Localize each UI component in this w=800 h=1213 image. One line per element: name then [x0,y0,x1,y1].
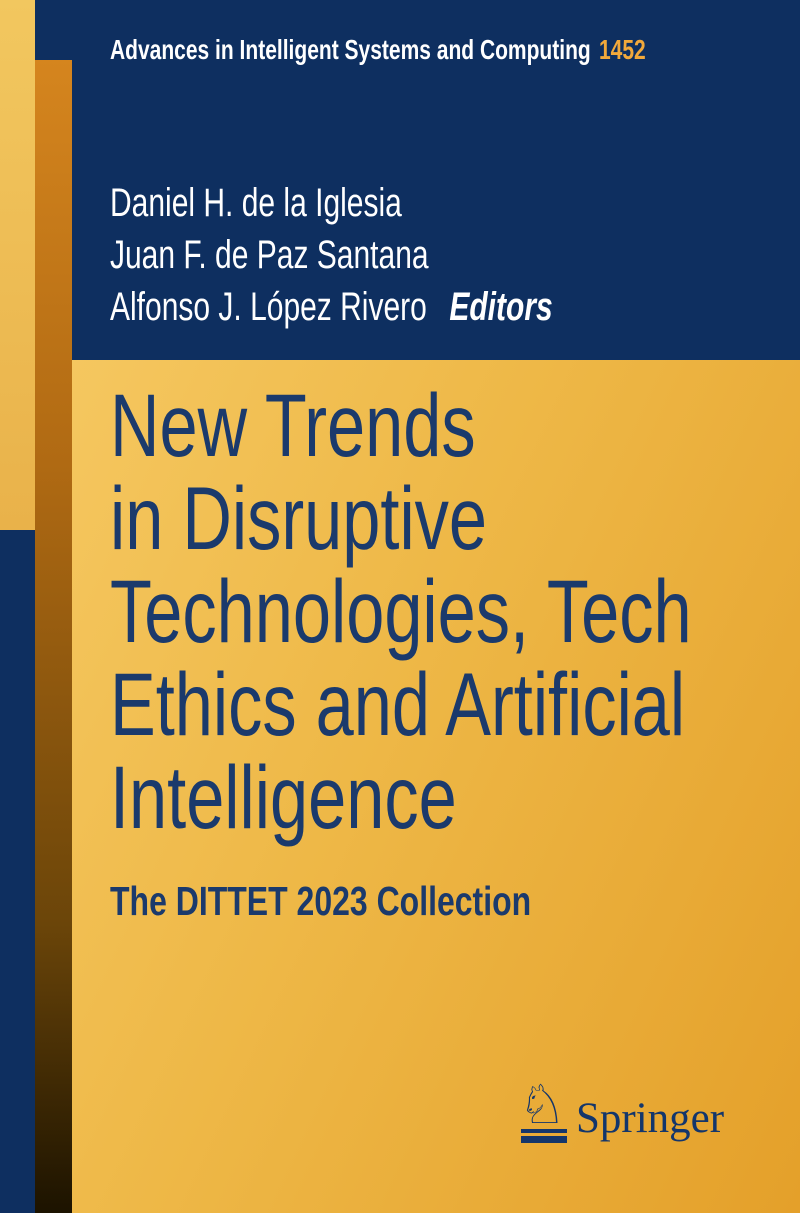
left-orange-gradient-stripe [35,60,72,1213]
title-line: New Trends [110,375,476,475]
editor-name-row: Alfonso J. López Rivero Editors [110,281,553,333]
editors-block: Daniel H. de la Iglesia Juan F. de Paz S… [110,177,553,333]
cover-gold-panel [0,360,800,1213]
title-line: Intelligence [110,747,457,847]
editor-name: Juan F. de Paz Santana [110,233,429,277]
editor-name: Alfonso J. López Rivero [110,285,427,329]
header-navy-panel [0,0,800,360]
left-gold-stripe [0,0,35,530]
publisher-name: Springer [576,1095,725,1142]
title-line: Technologies, Tech [110,561,692,661]
editors-label: Editors [449,285,553,329]
series-line: Advances in Intelligent Systems and Comp… [110,36,646,64]
series-title: Advances in Intelligent Systems and Comp… [110,34,591,65]
book-title: New Trends in Disruptive Technologies, T… [110,379,692,844]
chess-knight-icon: ♘ [518,1073,567,1136]
title-line: Ethics and Artificial [110,654,686,754]
book-subtitle: The DITTET 2023 Collection [110,878,532,924]
editor-name: Daniel H. de la Iglesia [110,181,402,225]
series-volume-number: 1452 [599,34,646,65]
logo-underline-thick [521,1136,567,1143]
logo-underline-thin [521,1129,567,1133]
left-navy-block [0,530,35,1213]
title-line: in Disruptive [110,468,488,568]
